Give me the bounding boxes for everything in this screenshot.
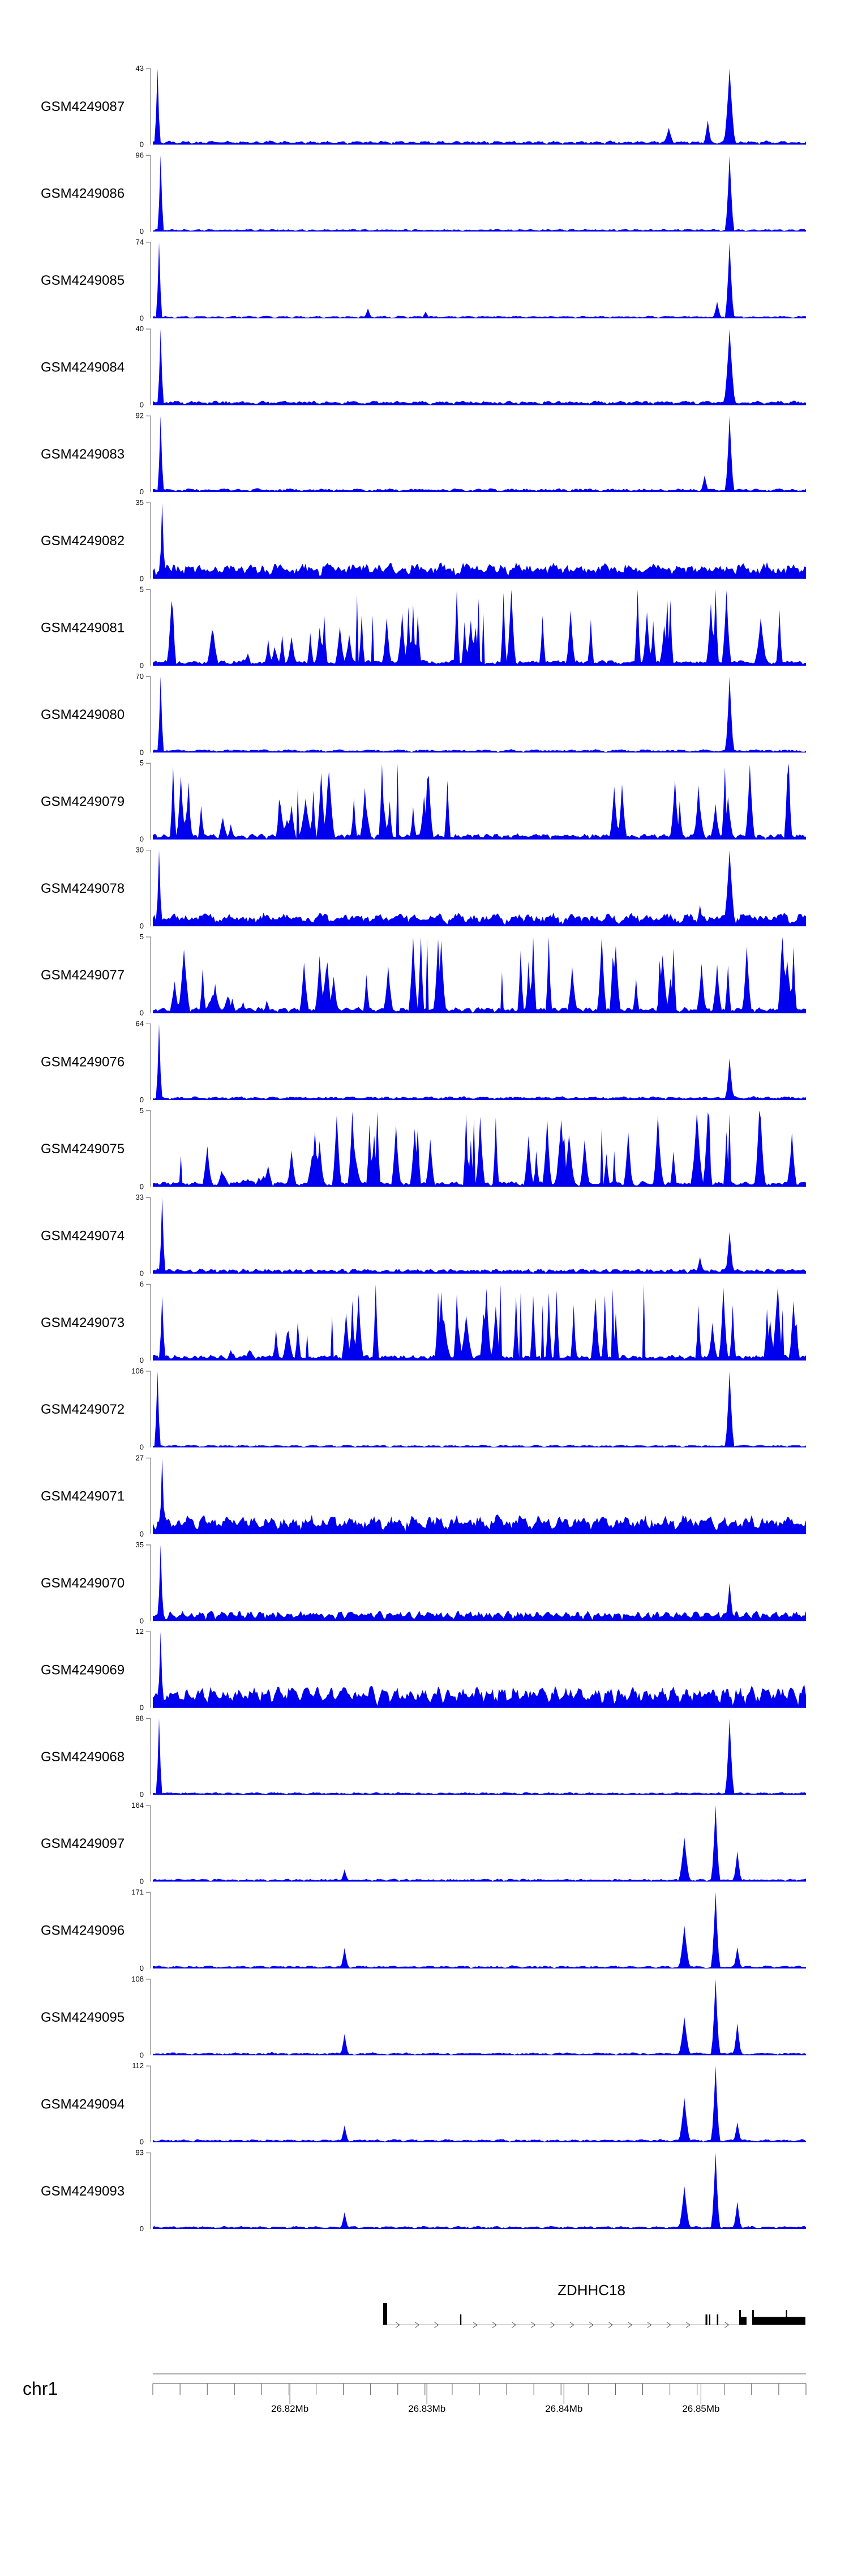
svg-text:12: 12 <box>136 1627 144 1636</box>
svg-text:164: 164 <box>131 1801 144 1809</box>
svg-text:GSM4249095: GSM4249095 <box>41 2010 125 2025</box>
svg-text:33: 33 <box>136 1193 144 1201</box>
svg-text:0: 0 <box>140 1443 144 1452</box>
svg-text:0: 0 <box>140 1182 144 1191</box>
svg-text:26.82Mb: 26.82Mb <box>271 2403 308 2414</box>
svg-text:0: 0 <box>140 575 144 583</box>
svg-text:GSM4249086: GSM4249086 <box>41 186 125 202</box>
svg-text:98: 98 <box>136 1714 144 1723</box>
svg-text:26.85Mb: 26.85Mb <box>682 2403 719 2414</box>
svg-text:0: 0 <box>140 661 144 670</box>
svg-text:0: 0 <box>140 140 144 149</box>
svg-text:GSM4249096: GSM4249096 <box>41 1923 125 1939</box>
svg-text:GSM4249070: GSM4249070 <box>41 1576 125 1591</box>
svg-text:0: 0 <box>140 1096 144 1104</box>
svg-text:0: 0 <box>140 1269 144 1278</box>
svg-text:0: 0 <box>140 1790 144 1799</box>
svg-text:27: 27 <box>136 1453 144 1462</box>
svg-text:0: 0 <box>140 1530 144 1538</box>
svg-text:0: 0 <box>140 748 144 756</box>
svg-text:92: 92 <box>136 412 144 420</box>
svg-text:0: 0 <box>140 922 144 930</box>
svg-text:5: 5 <box>140 932 144 941</box>
svg-text:64: 64 <box>136 1019 144 1028</box>
svg-text:26.83Mb: 26.83Mb <box>408 2403 445 2414</box>
svg-text:GSM4249080: GSM4249080 <box>41 707 125 722</box>
svg-text:106: 106 <box>131 1367 144 1375</box>
svg-text:6: 6 <box>140 1280 144 1289</box>
svg-text:171: 171 <box>131 1888 144 1896</box>
svg-text:96: 96 <box>136 151 144 159</box>
svg-text:0: 0 <box>140 1616 144 1625</box>
svg-text:GSM4249073: GSM4249073 <box>41 1315 125 1330</box>
svg-text:5: 5 <box>140 759 144 767</box>
svg-text:0: 0 <box>140 2051 144 2059</box>
svg-text:GSM4249068: GSM4249068 <box>41 1749 125 1765</box>
svg-text:0: 0 <box>140 1704 144 1712</box>
svg-text:GSM4249082: GSM4249082 <box>41 533 125 549</box>
svg-text:GSM4249076: GSM4249076 <box>41 1055 125 1070</box>
svg-text:GSM4249074: GSM4249074 <box>41 1228 125 1243</box>
svg-text:GSM4249085: GSM4249085 <box>41 273 125 288</box>
svg-text:GSM4249069: GSM4249069 <box>41 1663 125 1678</box>
svg-text:30: 30 <box>136 846 144 854</box>
svg-text:5: 5 <box>140 585 144 593</box>
svg-text:GSM4249087: GSM4249087 <box>41 99 125 114</box>
svg-text:26.84Mb: 26.84Mb <box>545 2403 582 2414</box>
svg-text:74: 74 <box>136 238 144 246</box>
svg-text:GSM4249094: GSM4249094 <box>41 2097 125 2112</box>
svg-text:0: 0 <box>140 2224 144 2233</box>
svg-text:0: 0 <box>140 2138 144 2146</box>
svg-text:GSM4249097: GSM4249097 <box>41 1836 125 1851</box>
svg-text:ZDHHC18: ZDHHC18 <box>558 2282 625 2299</box>
svg-text:35: 35 <box>136 1541 144 1549</box>
svg-text:108: 108 <box>131 1975 144 1983</box>
svg-text:GSM4249077: GSM4249077 <box>41 968 125 983</box>
svg-text:GSM4249083: GSM4249083 <box>41 447 125 462</box>
svg-text:GSM4249084: GSM4249084 <box>41 360 125 375</box>
svg-text:GSM4249093: GSM4249093 <box>41 2184 125 2199</box>
svg-text:0: 0 <box>140 1964 144 1972</box>
svg-text:0: 0 <box>140 401 144 409</box>
svg-text:0: 0 <box>140 227 144 236</box>
svg-text:93: 93 <box>136 2149 144 2157</box>
svg-text:5: 5 <box>140 1106 144 1115</box>
svg-text:0: 0 <box>140 487 144 496</box>
svg-text:GSM4249079: GSM4249079 <box>41 794 125 810</box>
svg-text:0: 0 <box>140 314 144 322</box>
svg-text:GSM4249072: GSM4249072 <box>41 1402 125 1417</box>
svg-text:112: 112 <box>132 2061 144 2070</box>
svg-text:GSM4249071: GSM4249071 <box>41 1489 125 1504</box>
svg-text:43: 43 <box>136 64 144 72</box>
svg-text:70: 70 <box>136 672 144 681</box>
svg-text:chr1: chr1 <box>23 2378 58 2399</box>
svg-text:GSM4249075: GSM4249075 <box>41 1141 125 1157</box>
svg-text:0: 0 <box>140 1356 144 1364</box>
svg-text:0: 0 <box>140 835 144 844</box>
svg-text:GSM4249081: GSM4249081 <box>41 621 125 636</box>
svg-text:GSM4249078: GSM4249078 <box>41 881 125 896</box>
svg-text:40: 40 <box>136 324 144 333</box>
svg-text:35: 35 <box>136 498 144 507</box>
svg-text:0: 0 <box>140 1009 144 1017</box>
svg-text:0: 0 <box>140 1877 144 1886</box>
